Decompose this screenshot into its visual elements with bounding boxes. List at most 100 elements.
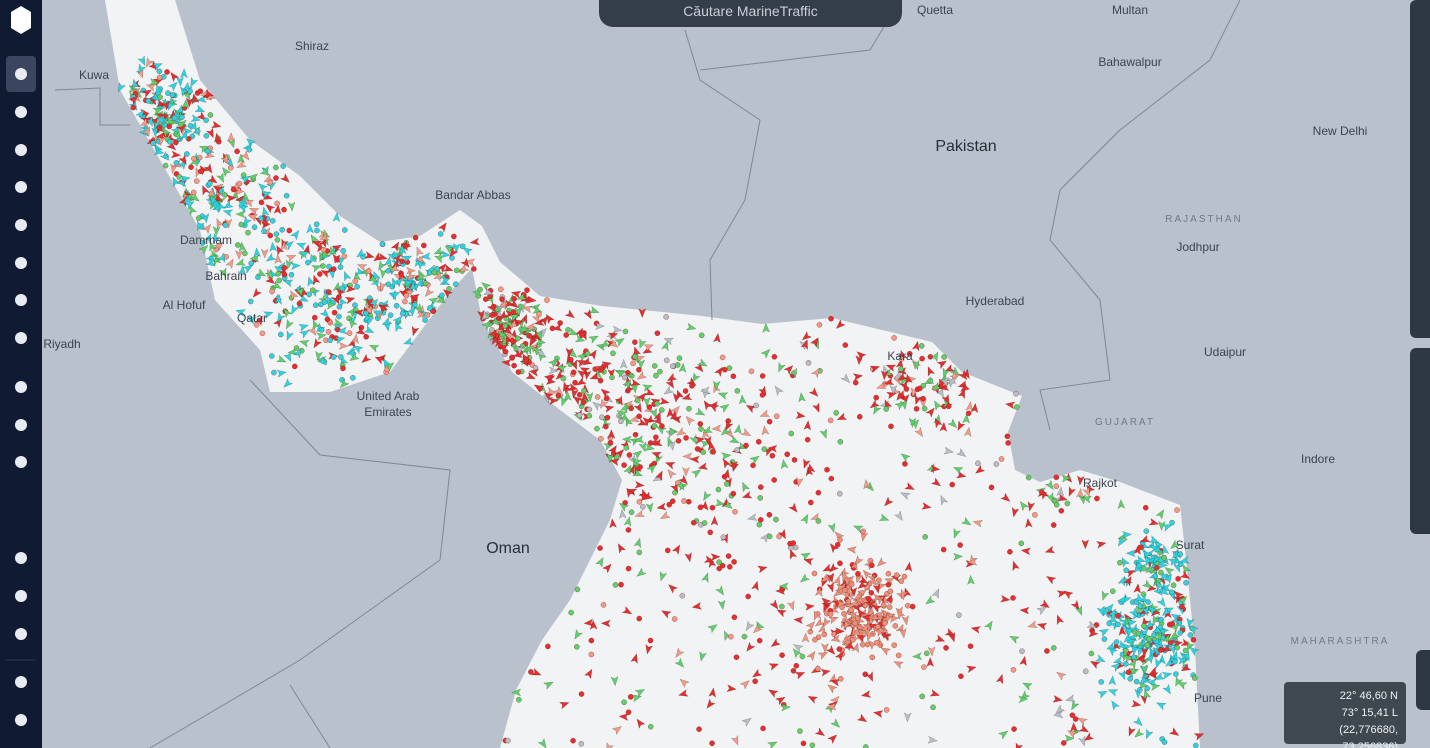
vessel[interactable] xyxy=(324,316,331,323)
vessel[interactable] xyxy=(710,515,719,526)
vessel[interactable] xyxy=(1078,724,1090,735)
vessel[interactable] xyxy=(667,440,676,451)
vessel[interactable] xyxy=(198,143,210,154)
vessel[interactable] xyxy=(194,104,206,115)
vessel[interactable] xyxy=(828,614,840,625)
vessel[interactable] xyxy=(633,537,643,549)
vessel[interactable] xyxy=(273,231,280,237)
vessel[interactable] xyxy=(828,315,834,322)
vessel[interactable] xyxy=(659,510,671,522)
vessel[interactable] xyxy=(176,104,185,116)
vessel[interactable] xyxy=(213,239,225,252)
vessel[interactable] xyxy=(609,457,620,467)
vessel[interactable] xyxy=(856,713,868,725)
vessel[interactable] xyxy=(1013,404,1020,410)
vessel[interactable] xyxy=(641,491,654,503)
vessel[interactable] xyxy=(659,396,670,406)
vessel[interactable] xyxy=(761,446,768,452)
vessel[interactable] xyxy=(719,426,731,438)
vessel[interactable] xyxy=(631,457,642,466)
vessel[interactable] xyxy=(947,631,957,643)
vessel[interactable] xyxy=(226,194,237,203)
vessel[interactable] xyxy=(512,349,524,361)
vessel[interactable] xyxy=(537,385,543,392)
vessel[interactable] xyxy=(805,360,812,366)
vessel[interactable] xyxy=(618,713,629,721)
vessel[interactable] xyxy=(196,95,207,104)
vessel[interactable] xyxy=(941,393,952,405)
vessel[interactable] xyxy=(745,593,751,600)
vessel[interactable] xyxy=(678,362,687,373)
vessel[interactable] xyxy=(479,310,491,323)
vessel[interactable] xyxy=(879,645,892,656)
vessel[interactable] xyxy=(269,218,276,224)
vessel[interactable] xyxy=(342,227,348,233)
vessel[interactable] xyxy=(282,277,294,288)
vessel[interactable] xyxy=(821,563,834,574)
vessel[interactable] xyxy=(719,401,731,413)
vessel[interactable] xyxy=(195,215,202,221)
vessel[interactable] xyxy=(164,69,170,75)
vessel[interactable] xyxy=(440,250,451,259)
vessel[interactable] xyxy=(317,271,323,277)
vessel[interactable] xyxy=(651,423,658,429)
vessel[interactable] xyxy=(153,109,165,121)
vessel[interactable] xyxy=(653,372,659,379)
vessel[interactable] xyxy=(599,386,611,399)
vessel[interactable] xyxy=(584,667,595,680)
vessel[interactable] xyxy=(893,510,906,522)
vessel[interactable] xyxy=(235,159,247,170)
vessel[interactable] xyxy=(594,322,606,331)
vessel[interactable] xyxy=(803,420,812,431)
vessel[interactable] xyxy=(775,361,786,373)
vessel[interactable] xyxy=(669,410,678,421)
vessel[interactable] xyxy=(818,623,828,635)
vessel[interactable] xyxy=(920,395,926,402)
vessel[interactable] xyxy=(370,276,381,289)
vessel[interactable] xyxy=(908,417,917,428)
vessel[interactable] xyxy=(319,308,331,320)
vessel[interactable] xyxy=(634,717,646,729)
vessel[interactable] xyxy=(368,297,380,309)
vessel[interactable] xyxy=(1127,657,1140,670)
vessel[interactable] xyxy=(953,552,964,561)
vessel[interactable] xyxy=(198,168,204,175)
vessel[interactable] xyxy=(166,123,173,130)
vessel[interactable] xyxy=(751,668,763,680)
vessel[interactable] xyxy=(1054,614,1065,626)
vessel[interactable] xyxy=(172,129,183,142)
vessel[interactable] xyxy=(287,201,296,212)
vessel[interactable] xyxy=(957,542,963,548)
vessel[interactable] xyxy=(355,326,367,338)
vessel[interactable] xyxy=(1081,494,1093,504)
vessel[interactable] xyxy=(642,397,651,408)
vessel[interactable] xyxy=(914,426,926,438)
vessel[interactable] xyxy=(188,76,199,88)
vessel[interactable] xyxy=(924,595,936,607)
vessel[interactable] xyxy=(621,605,633,617)
vessel[interactable] xyxy=(634,509,646,520)
vessel[interactable] xyxy=(1153,672,1165,683)
vessel[interactable] xyxy=(1167,639,1174,645)
vessel[interactable] xyxy=(612,325,623,334)
vessel[interactable] xyxy=(826,702,837,711)
vessel[interactable] xyxy=(778,582,789,591)
vessel[interactable] xyxy=(327,337,334,343)
vessel[interactable] xyxy=(683,414,696,426)
vessel[interactable] xyxy=(919,693,925,700)
vessel[interactable] xyxy=(826,581,836,593)
vessel[interactable] xyxy=(565,347,574,358)
vessel[interactable] xyxy=(1010,560,1020,572)
vessel[interactable] xyxy=(719,354,726,361)
vessel[interactable] xyxy=(719,562,726,569)
vessel[interactable] xyxy=(511,362,517,369)
vessel[interactable] xyxy=(331,294,342,306)
vessel[interactable] xyxy=(672,392,681,403)
vessel[interactable] xyxy=(935,387,946,399)
vessel[interactable] xyxy=(967,643,974,649)
vessel[interactable] xyxy=(184,199,196,211)
menu-icon[interactable] xyxy=(15,552,27,564)
vessel[interactable] xyxy=(469,237,480,246)
vessel[interactable] xyxy=(1129,627,1140,639)
vessel[interactable] xyxy=(619,402,630,414)
